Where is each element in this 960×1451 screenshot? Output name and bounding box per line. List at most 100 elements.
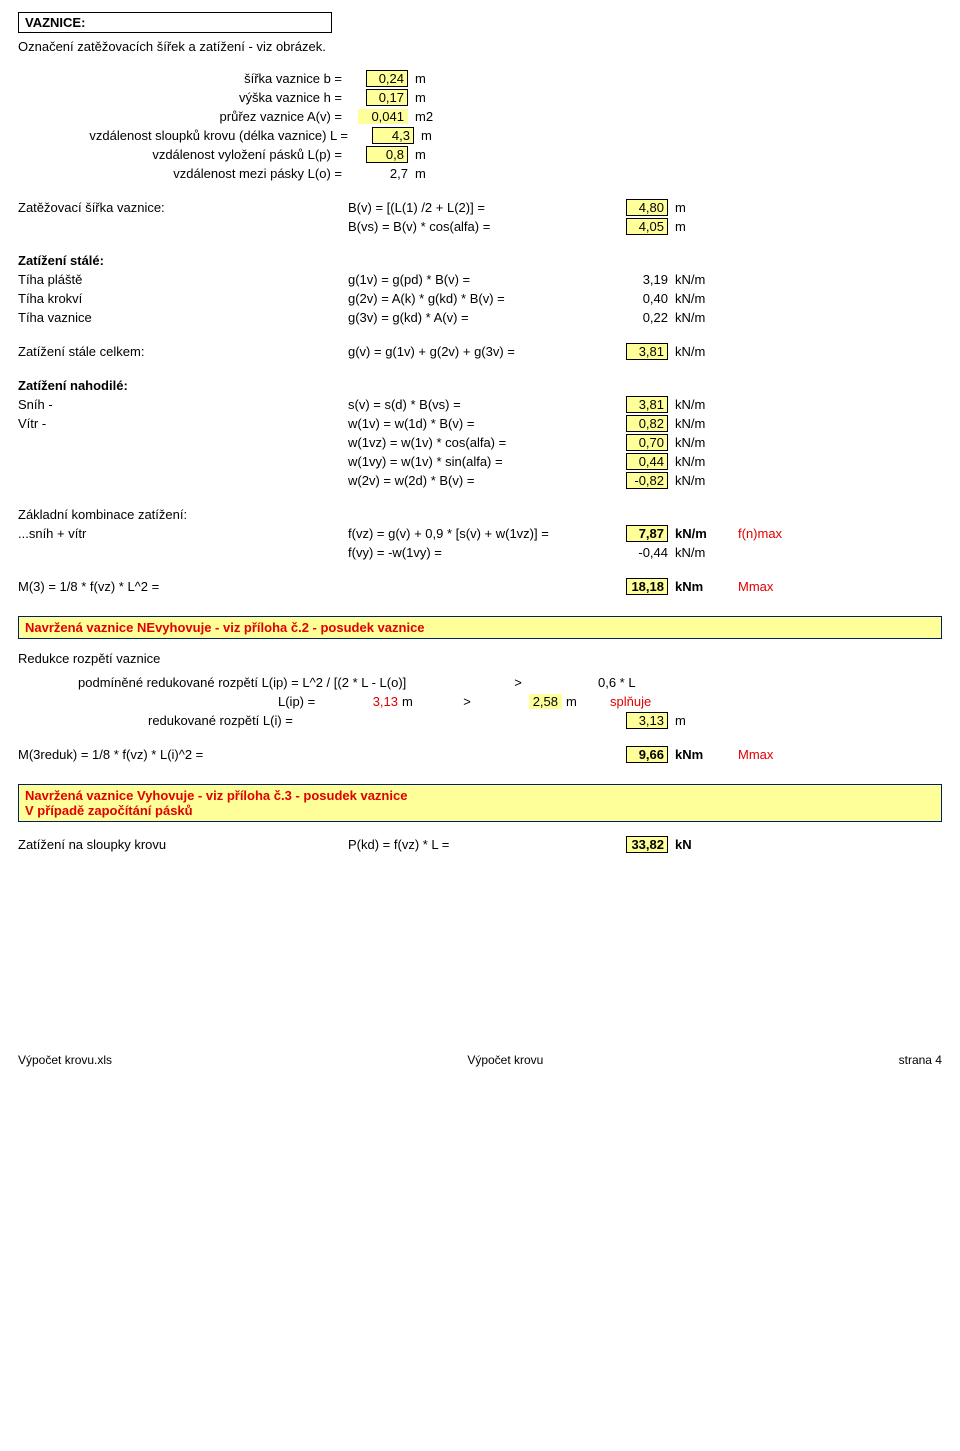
unit: m [562,694,606,709]
formula: f(vy) = -w(1vy) = [348,545,598,560]
note-mmax: Mmax [730,747,828,762]
value-m3: 18,18 [626,578,668,595]
value: -0,44 [638,545,668,560]
label: ...sníh + vítr [18,526,348,541]
unit: kNm [672,747,730,762]
unit: kN/m [672,416,730,431]
value: 3,81 [626,396,668,413]
value: 3,81 [626,343,668,360]
geom-value: 0,17 [366,89,408,106]
value: 0,70 [626,434,668,451]
label: redukované rozpětí L(i) = [148,713,448,728]
formula: P(kd) = f(vz) * L = [348,837,598,852]
label: Tíha pláště [18,272,348,287]
unit: m [412,147,470,162]
geom-label: vzdálenost vyložení pásků L(p) = [18,147,348,162]
geom-label: průřez vaznice A(v) = [18,109,348,124]
value: 3,13 [338,694,398,709]
geom-label: vzdálenost sloupků krovu (délka vaznice)… [18,128,354,143]
formula: w(1vy) = w(1v) * sin(alfa) = [348,454,598,469]
label: podmíněné redukované rozpětí L(ip) = L^2… [78,675,498,690]
geom-value: 4,3 [372,127,414,144]
label-sloupky: Zatížení na sloupky krovu [18,837,348,852]
value: 4,80 [626,199,668,216]
unit: kN/m [672,473,730,488]
label: Tíha vaznice [18,310,348,325]
formula: B(v) = [(L(1) /2 + L(2)] = [348,200,598,215]
unit: m [412,166,470,181]
formula: w(1vz) = w(1v) * cos(alfa) = [348,435,598,450]
footer-left: Výpočet krovu.xls [18,1053,112,1067]
unit: kN/m [672,344,730,359]
unit: m [412,90,470,105]
unit: kN/m [672,272,730,287]
value: 4,05 [626,218,668,235]
value: 3,13 [626,712,668,729]
group-title-sirka: Zatěžovací šířka vaznice: [18,200,348,215]
note-fnmax: f(n)max [730,526,828,541]
group-title-stale: Zatížení stálé: [18,251,942,269]
value: 7,87 [626,525,668,542]
geom-label: šířka vaznice b = [18,71,348,86]
group-title-kombinace: Základní kombinace zatížení: [18,505,942,523]
unit: kN/m [672,310,730,325]
unit: kN [672,837,730,852]
gt: > [498,675,538,690]
value-sloupky: 33,82 [626,836,668,853]
unit: m [672,200,730,215]
unit: m [672,713,730,728]
formula: w(1v) = w(1d) * B(v) = [348,416,598,431]
formula: f(vz) = g(v) + 0,9 * [s(v) + w(1vz)] = [348,526,598,541]
formula: g(3v) = g(kd) * A(v) = [348,310,598,325]
value: 0,40 [643,291,668,306]
unit: kNm [672,579,730,594]
unit: kN/m [672,397,730,412]
gt: > [432,694,502,709]
unit: kN/m [672,545,730,560]
note-splnuje: splňuje [606,694,670,709]
status-bar-nevyhovuje: Navržená vaznice NEvyhovuje - viz příloh… [18,616,942,639]
formula: g(2v) = A(k) * g(kd) * B(v) = [348,291,598,306]
page-footer: Výpočet krovu.xls Výpočet krovu strana 4 [18,1053,942,1067]
value: 2,58 [529,694,562,709]
label: L(ip) = [278,694,338,709]
formula: g(1v) = g(pd) * B(v) = [348,272,598,287]
formula: w(2v) = w(2d) * B(v) = [348,473,598,488]
formula: g(v) = g(1v) + g(2v) + g(3v) = [348,344,598,359]
section-subtitle: Označení zatěžovacích šířek a zatížení -… [18,39,942,54]
label: Vítr - [18,416,348,431]
unit: m [412,71,470,86]
label-m3r: M(3reduk) = 1/8 * f(vz) * L(i)^2 = [18,747,598,762]
value: 0,44 [626,453,668,470]
geom-value: 2,7 [390,166,408,181]
value: 3,19 [643,272,668,287]
unit: m2 [412,109,470,124]
note-mmax: Mmax [730,579,828,594]
bar2-line2: V případě započítání pásků [25,803,935,818]
footer-center: Výpočet krovu [467,1053,543,1067]
unit: kN/m [672,526,730,541]
unit: kN/m [672,454,730,469]
label: Tíha krokví [18,291,348,306]
unit: m [672,219,730,234]
group-title-nahodile: Zatížení nahodilé: [18,376,942,394]
label-redukce: Redukce rozpětí vaznice [18,651,942,666]
formula: s(v) = s(d) * B(vs) = [348,397,598,412]
label: 0,6 * L [598,675,678,690]
geom-label: vzdálenost mezi pásky L(o) = [18,166,348,181]
formula: B(vs) = B(v) * cos(alfa) = [348,219,598,234]
unit: m [398,694,432,709]
value: 0,22 [643,310,668,325]
geom-value: 0,8 [366,146,408,163]
section-title: VAZNICE: [18,12,332,33]
unit: kN/m [672,291,730,306]
label-celkem: Zatížení stále celkem: [18,344,348,359]
unit: kN/m [672,435,730,450]
geom-value: 0,041 [358,109,408,124]
footer-right: strana 4 [899,1053,942,1067]
bar2-line1: Navržená vaznice Vyhovuje - viz příloha … [25,788,935,803]
value-m3r: 9,66 [626,746,668,763]
value: 0,82 [626,415,668,432]
geom-value: 0,24 [366,70,408,87]
value: -0,82 [626,472,668,489]
